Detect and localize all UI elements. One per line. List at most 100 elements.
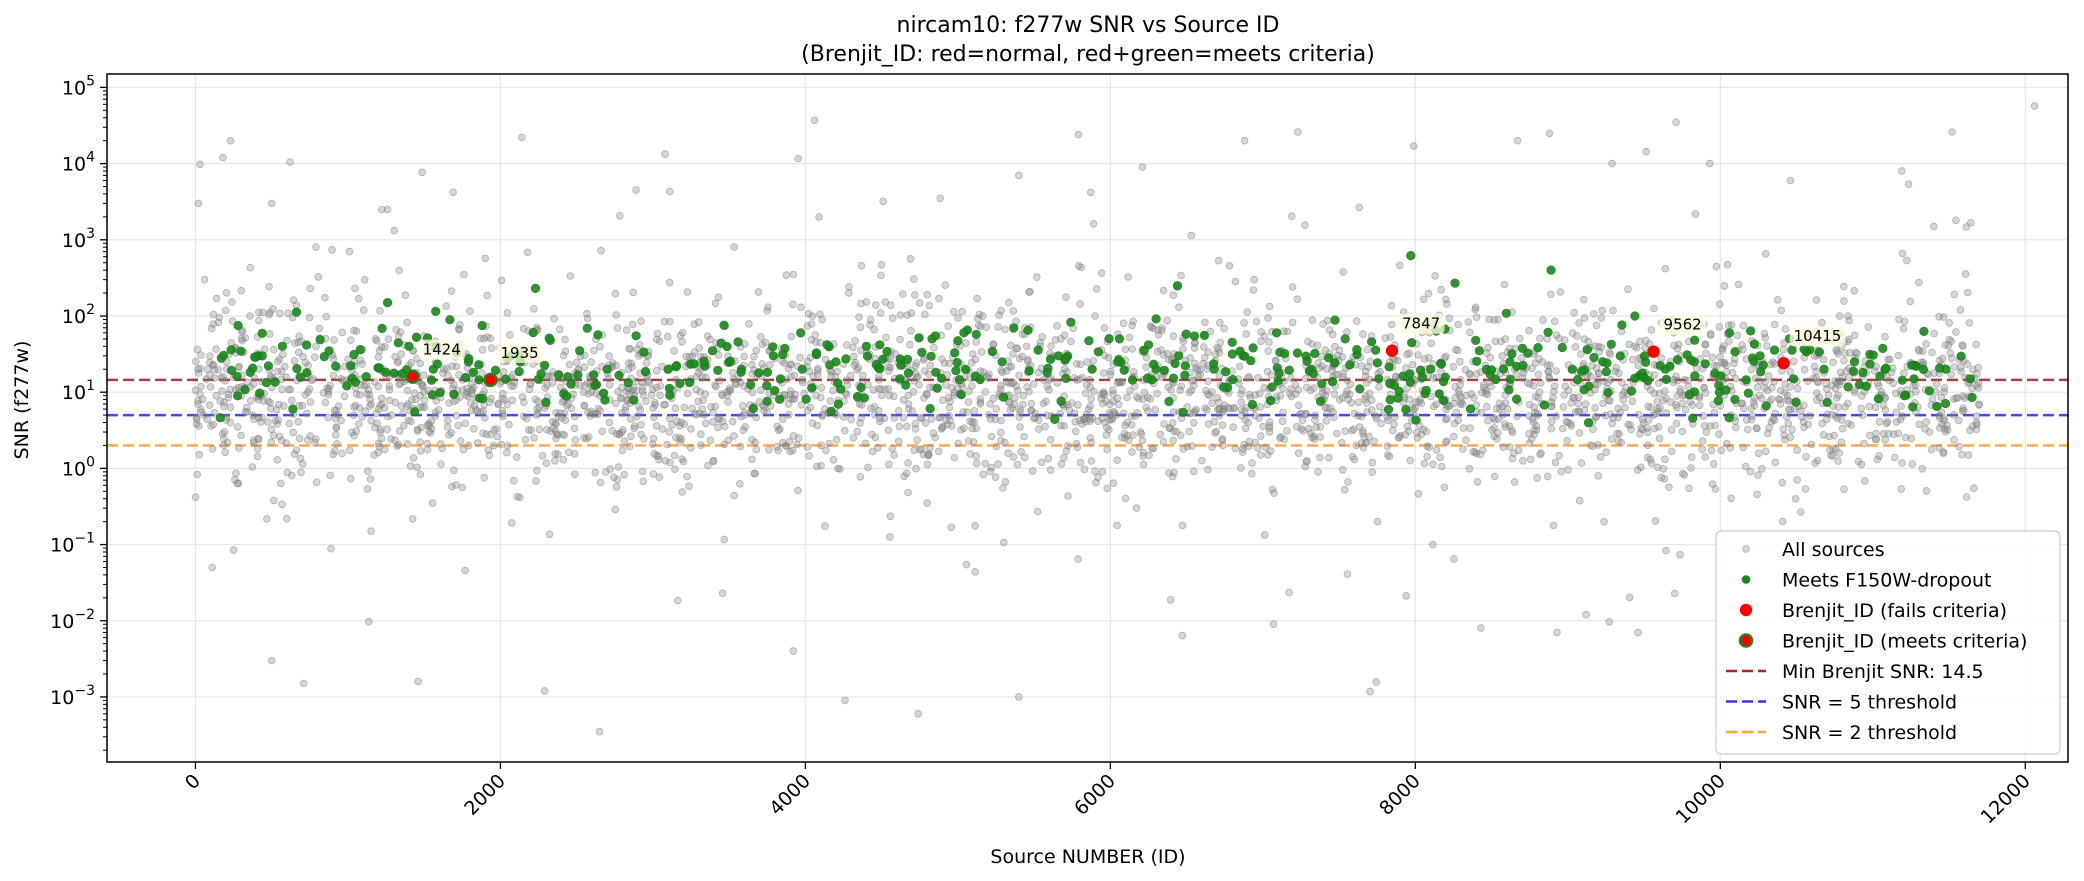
all-sources-point	[684, 473, 691, 480]
dropout-point	[362, 372, 371, 381]
all-sources-point	[1531, 427, 1538, 434]
all-sources-point	[687, 444, 694, 451]
dropout-point	[1908, 403, 1917, 412]
all-sources-point	[367, 476, 374, 483]
all-sources-point	[417, 439, 424, 446]
all-sources-point	[1703, 350, 1710, 357]
all-sources-point	[816, 214, 823, 221]
all-sources-point	[1823, 380, 1830, 387]
dropout-point	[1466, 405, 1475, 414]
all-sources-point	[1884, 418, 1891, 425]
all-sources-point	[298, 469, 305, 476]
all-sources-point	[1901, 318, 1908, 325]
all-sources-point	[1191, 377, 1198, 384]
all-sources-point	[533, 478, 540, 485]
all-sources-point	[221, 403, 228, 410]
all-sources-point	[1395, 357, 1402, 364]
all-sources-point	[1666, 484, 1673, 491]
all-sources-point	[973, 339, 980, 346]
all-sources-point	[279, 386, 286, 393]
all-sources-point	[785, 411, 792, 418]
all-sources-point	[504, 401, 511, 408]
all-sources-point	[1771, 378, 1778, 385]
all-sources-point	[1576, 320, 1583, 327]
all-sources-point	[255, 309, 262, 316]
all-sources-point	[417, 471, 424, 478]
all-sources-point	[1345, 479, 1352, 486]
all-sources-point	[662, 401, 669, 408]
all-sources-point	[341, 393, 348, 400]
all-sources-point	[324, 385, 331, 392]
all-sources-point	[1129, 322, 1136, 329]
dropout-point	[289, 405, 298, 414]
dropout-point	[1248, 400, 1257, 409]
dropout-point	[915, 334, 924, 343]
all-sources-point	[1960, 343, 1967, 350]
all-sources-point	[419, 169, 426, 176]
all-sources-point	[628, 433, 635, 440]
all-sources-point	[951, 389, 958, 396]
all-sources-point	[715, 294, 722, 301]
all-sources-point	[1026, 289, 1033, 296]
all-sources-point	[1371, 438, 1378, 445]
dropout-point	[1898, 376, 1907, 385]
all-sources-point	[895, 438, 902, 445]
all-sources-point	[684, 289, 691, 296]
all-sources-point	[762, 339, 769, 346]
all-sources-point	[353, 428, 360, 435]
all-sources-point	[613, 483, 620, 490]
all-sources-point	[364, 486, 371, 493]
all-sources-point	[822, 523, 829, 530]
all-sources-point	[1478, 625, 1485, 632]
all-sources-point	[862, 440, 869, 447]
dropout-point	[857, 383, 866, 392]
dropout-point	[1534, 343, 1543, 352]
all-sources-point	[1114, 395, 1121, 402]
all-sources-point	[650, 405, 657, 412]
all-sources-point	[731, 492, 738, 499]
all-sources-point	[1347, 381, 1354, 388]
dropout-point	[1247, 356, 1256, 365]
all-sources-point	[996, 312, 1003, 319]
dropout-point	[775, 395, 784, 404]
all-sources-point	[684, 390, 691, 397]
all-sources-point	[865, 464, 872, 471]
dropout-point	[1616, 352, 1625, 361]
all-sources-point	[1134, 409, 1141, 416]
all-sources-point	[295, 339, 302, 346]
all-sources-point	[1205, 378, 1212, 385]
all-sources-point	[274, 368, 281, 375]
all-sources-point	[852, 359, 859, 366]
dropout-point	[763, 397, 772, 406]
all-sources-point	[1780, 346, 1787, 353]
all-sources-point	[1953, 329, 1960, 336]
all-sources-point	[818, 384, 825, 391]
all-sources-point	[1166, 470, 1173, 477]
all-sources-point	[1833, 395, 1840, 402]
all-sources-point	[1581, 407, 1588, 414]
dropout-point	[955, 375, 964, 384]
dropout-point	[271, 378, 280, 387]
x-tick-label: 6000	[1070, 770, 1120, 820]
all-sources-point	[785, 365, 792, 372]
all-sources-point	[918, 415, 925, 422]
all-sources-point	[1284, 428, 1291, 435]
all-sources-point	[487, 335, 494, 342]
all-sources-point	[886, 461, 893, 468]
dropout-point	[1386, 395, 1395, 404]
all-sources-point	[753, 446, 760, 453]
all-sources-point	[951, 454, 958, 461]
all-sources-point	[1047, 467, 1054, 474]
all-sources-point	[1257, 433, 1264, 440]
x-axis-label: Source NUMBER (ID)	[990, 846, 1185, 868]
dropout-point	[1602, 367, 1611, 376]
all-sources-point	[1733, 424, 1740, 431]
all-sources-point	[1110, 480, 1117, 487]
dropout-point	[219, 351, 228, 360]
all-sources-point	[1491, 425, 1498, 432]
all-sources-point	[848, 416, 855, 423]
all-sources-point	[242, 335, 249, 342]
all-sources-point	[438, 461, 445, 468]
dropout-point	[1451, 279, 1460, 288]
dropout-point	[461, 373, 470, 382]
